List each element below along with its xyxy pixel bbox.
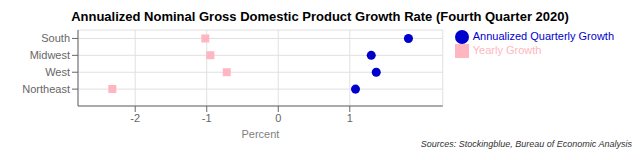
- html-text:Yearly Growth: Yearly Growth: [472, 44, 542, 57]
- svg-text:0: 0: [275, 112, 281, 124]
- svg-text:Northeast: Northeast: [22, 83, 70, 95]
- svg-text:West: West: [45, 66, 70, 78]
- svg-text:1: 1: [347, 112, 353, 124]
- html-text:Annualized Nominal Gross Domes: Annualized Nominal Gross Domestic Produc…: [71, 9, 569, 24]
- svg-text:-1: -1: [202, 112, 212, 124]
- svg-text:Midwest: Midwest: [30, 49, 70, 61]
- html-text:Sources: Stockingblue, Bureau: Sources: Stockingblue, Bureau of Economi…: [420, 139, 632, 149]
- svg-text:-2: -2: [130, 112, 140, 124]
- svg-text:South: South: [41, 32, 70, 44]
- svg-text:Percent: Percent: [241, 128, 279, 138]
- html-text:Annualized Quarterly Growth: Annualized Quarterly Growth: [472, 30, 614, 42]
